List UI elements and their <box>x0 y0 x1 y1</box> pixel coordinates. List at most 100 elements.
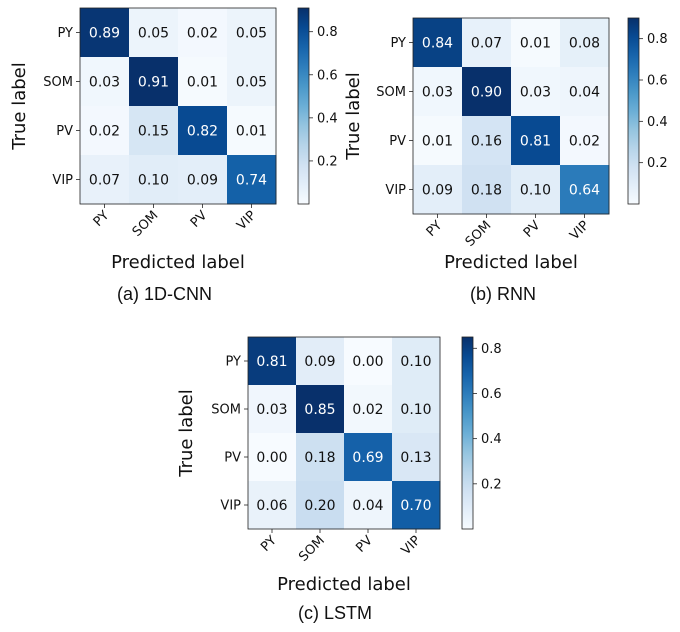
cell-som-som <box>462 67 512 117</box>
colorbar-tick-label: 0.2 <box>481 477 502 492</box>
cell-value-label: 0.81 <box>256 354 287 370</box>
cell-pv-som <box>462 116 512 166</box>
matrix-frame <box>79 7 277 205</box>
cell-py-som <box>129 8 179 58</box>
cell-pv-py <box>80 106 130 156</box>
cell-value-label: 0.05 <box>236 75 267 91</box>
cell-som-pv <box>511 67 561 117</box>
cell-value-label: 0.82 <box>187 124 218 140</box>
x-axis-label: Predicted label <box>111 252 245 273</box>
cell-vip-pv <box>178 155 228 205</box>
cell-vip-pv <box>344 481 393 530</box>
cell-vip-som <box>462 165 512 215</box>
cell-value-label: 0.05 <box>138 26 169 42</box>
cell-value-label: 0.81 <box>520 134 551 150</box>
cell-pv-som <box>129 106 179 156</box>
colorbar-tick-label: 0.4 <box>647 115 668 130</box>
cell-value-label: 0.06 <box>256 498 287 514</box>
cell-value-label: 0.10 <box>400 402 431 418</box>
cell-py-som <box>296 337 345 386</box>
x-tick-label-vip: VIP <box>567 218 592 243</box>
colorbar <box>297 7 310 205</box>
colorbar-tick-label: 0.2 <box>647 156 668 171</box>
confusion-matrix-cnn: 0.89 0.05 0.02 0.05 0.03 0.91 0.01 0.05 0.02 0.15… <box>9 7 338 273</box>
cell-som-vip <box>560 67 610 117</box>
cell-som-vip <box>227 57 277 107</box>
cell-py-py <box>248 337 297 386</box>
cell-value-label: 0.90 <box>471 85 502 101</box>
y-tick-label-py: PY <box>58 26 74 41</box>
confusion-matrix-rnn: 0.84 0.07 0.01 0.08 0.03 0.90 0.03 0.04 0.01 0.16… <box>343 17 668 273</box>
cell-value-label: 0.10 <box>138 173 169 189</box>
cell-som-som <box>296 385 345 434</box>
x-axis-label: Predicted label <box>444 252 578 273</box>
cell-py-pv <box>511 18 561 68</box>
cell-value-label: 0.18 <box>471 183 502 199</box>
caption-lstm: (c) LSTM <box>298 603 372 623</box>
cell-vip-vip <box>227 155 277 205</box>
cell-pv-vip <box>392 433 441 482</box>
cell-value-label: 0.03 <box>89 75 120 91</box>
cell-vip-py <box>80 155 130 205</box>
x-tick-label-pv: PV <box>188 208 211 231</box>
cell-value-label: 0.03 <box>422 85 453 101</box>
cell-py-py <box>80 8 130 58</box>
colorbar-tick-label: 0.4 <box>481 432 502 447</box>
cell-vip-vip <box>560 165 610 215</box>
cell-vip-som <box>296 481 345 530</box>
cell-value-label: 0.85 <box>304 402 335 418</box>
colorbar-tick-label: 0.8 <box>317 25 338 40</box>
matrix-frame <box>247 336 441 530</box>
cell-value-label: 0.03 <box>256 402 287 418</box>
cell-vip-som <box>129 155 179 205</box>
x-tick-label-pv: PV <box>353 533 376 556</box>
cell-value-label: 0.00 <box>256 450 287 466</box>
cell-value-label: 0.84 <box>422 36 453 52</box>
cell-value-label: 0.89 <box>89 26 120 42</box>
cell-value-label: 0.20 <box>304 498 335 514</box>
cell-pv-vip <box>227 106 277 156</box>
cell-som-py <box>248 385 297 434</box>
x-tick-label-som: SOM <box>130 208 162 240</box>
colorbar-tick-label: 0.6 <box>481 387 502 402</box>
y-tick-label-vip: VIP <box>220 499 241 514</box>
colorbar-tick-label: 0.4 <box>317 111 338 126</box>
cell-py-py <box>413 18 463 68</box>
x-tick-label-som: SOM <box>463 218 495 250</box>
y-tick-label-som: SOM <box>43 75 73 90</box>
colorbar-tick-label: 0.8 <box>647 32 668 47</box>
cell-som-som <box>129 57 179 107</box>
cell-value-label: 0.70 <box>400 498 431 514</box>
x-tick-label-py: PY <box>91 208 113 230</box>
cell-value-label: 0.08 <box>569 36 600 52</box>
caption-rnn: (b) RNN <box>470 284 536 304</box>
cell-value-label: 0.02 <box>569 134 600 150</box>
y-tick-label-pv: PV <box>224 451 241 466</box>
cell-vip-pv <box>511 165 561 215</box>
colorbar-tick-label: 0.6 <box>317 68 338 83</box>
cell-value-label: 0.09 <box>422 183 453 199</box>
y-tick-label-pv: PV <box>56 124 73 139</box>
cell-value-label: 0.10 <box>520 183 551 199</box>
cell-py-vip <box>560 18 610 68</box>
cell-py-som <box>462 18 512 68</box>
cell-value-label: 0.09 <box>187 173 218 189</box>
cell-value-label: 0.04 <box>569 85 600 101</box>
cell-value-label: 0.64 <box>569 183 600 199</box>
cell-py-pv <box>344 337 393 386</box>
x-tick-label-som: SOM <box>296 533 328 565</box>
cell-pv-pv <box>511 116 561 166</box>
x-tick-label-vip: VIP <box>399 533 424 558</box>
cell-pv-vip <box>560 116 610 166</box>
cell-value-label: 0.05 <box>236 26 267 42</box>
colorbar-tick-label: 0.8 <box>481 342 502 357</box>
cell-value-label: 0.01 <box>236 124 267 140</box>
matrix-frame <box>412 17 610 215</box>
cell-vip-py <box>248 481 297 530</box>
confusion-matrix-lstm: 0.81 0.09 0.00 0.10 0.03 0.85 0.02 0.10 0.00 0.18… <box>176 336 502 595</box>
cell-pv-py <box>248 433 297 482</box>
x-tick-label-py: PY <box>258 533 280 555</box>
cell-som-vip <box>392 385 441 434</box>
y-tick-label-pv: PV <box>389 134 406 149</box>
y-axis-label: True label <box>343 72 364 161</box>
